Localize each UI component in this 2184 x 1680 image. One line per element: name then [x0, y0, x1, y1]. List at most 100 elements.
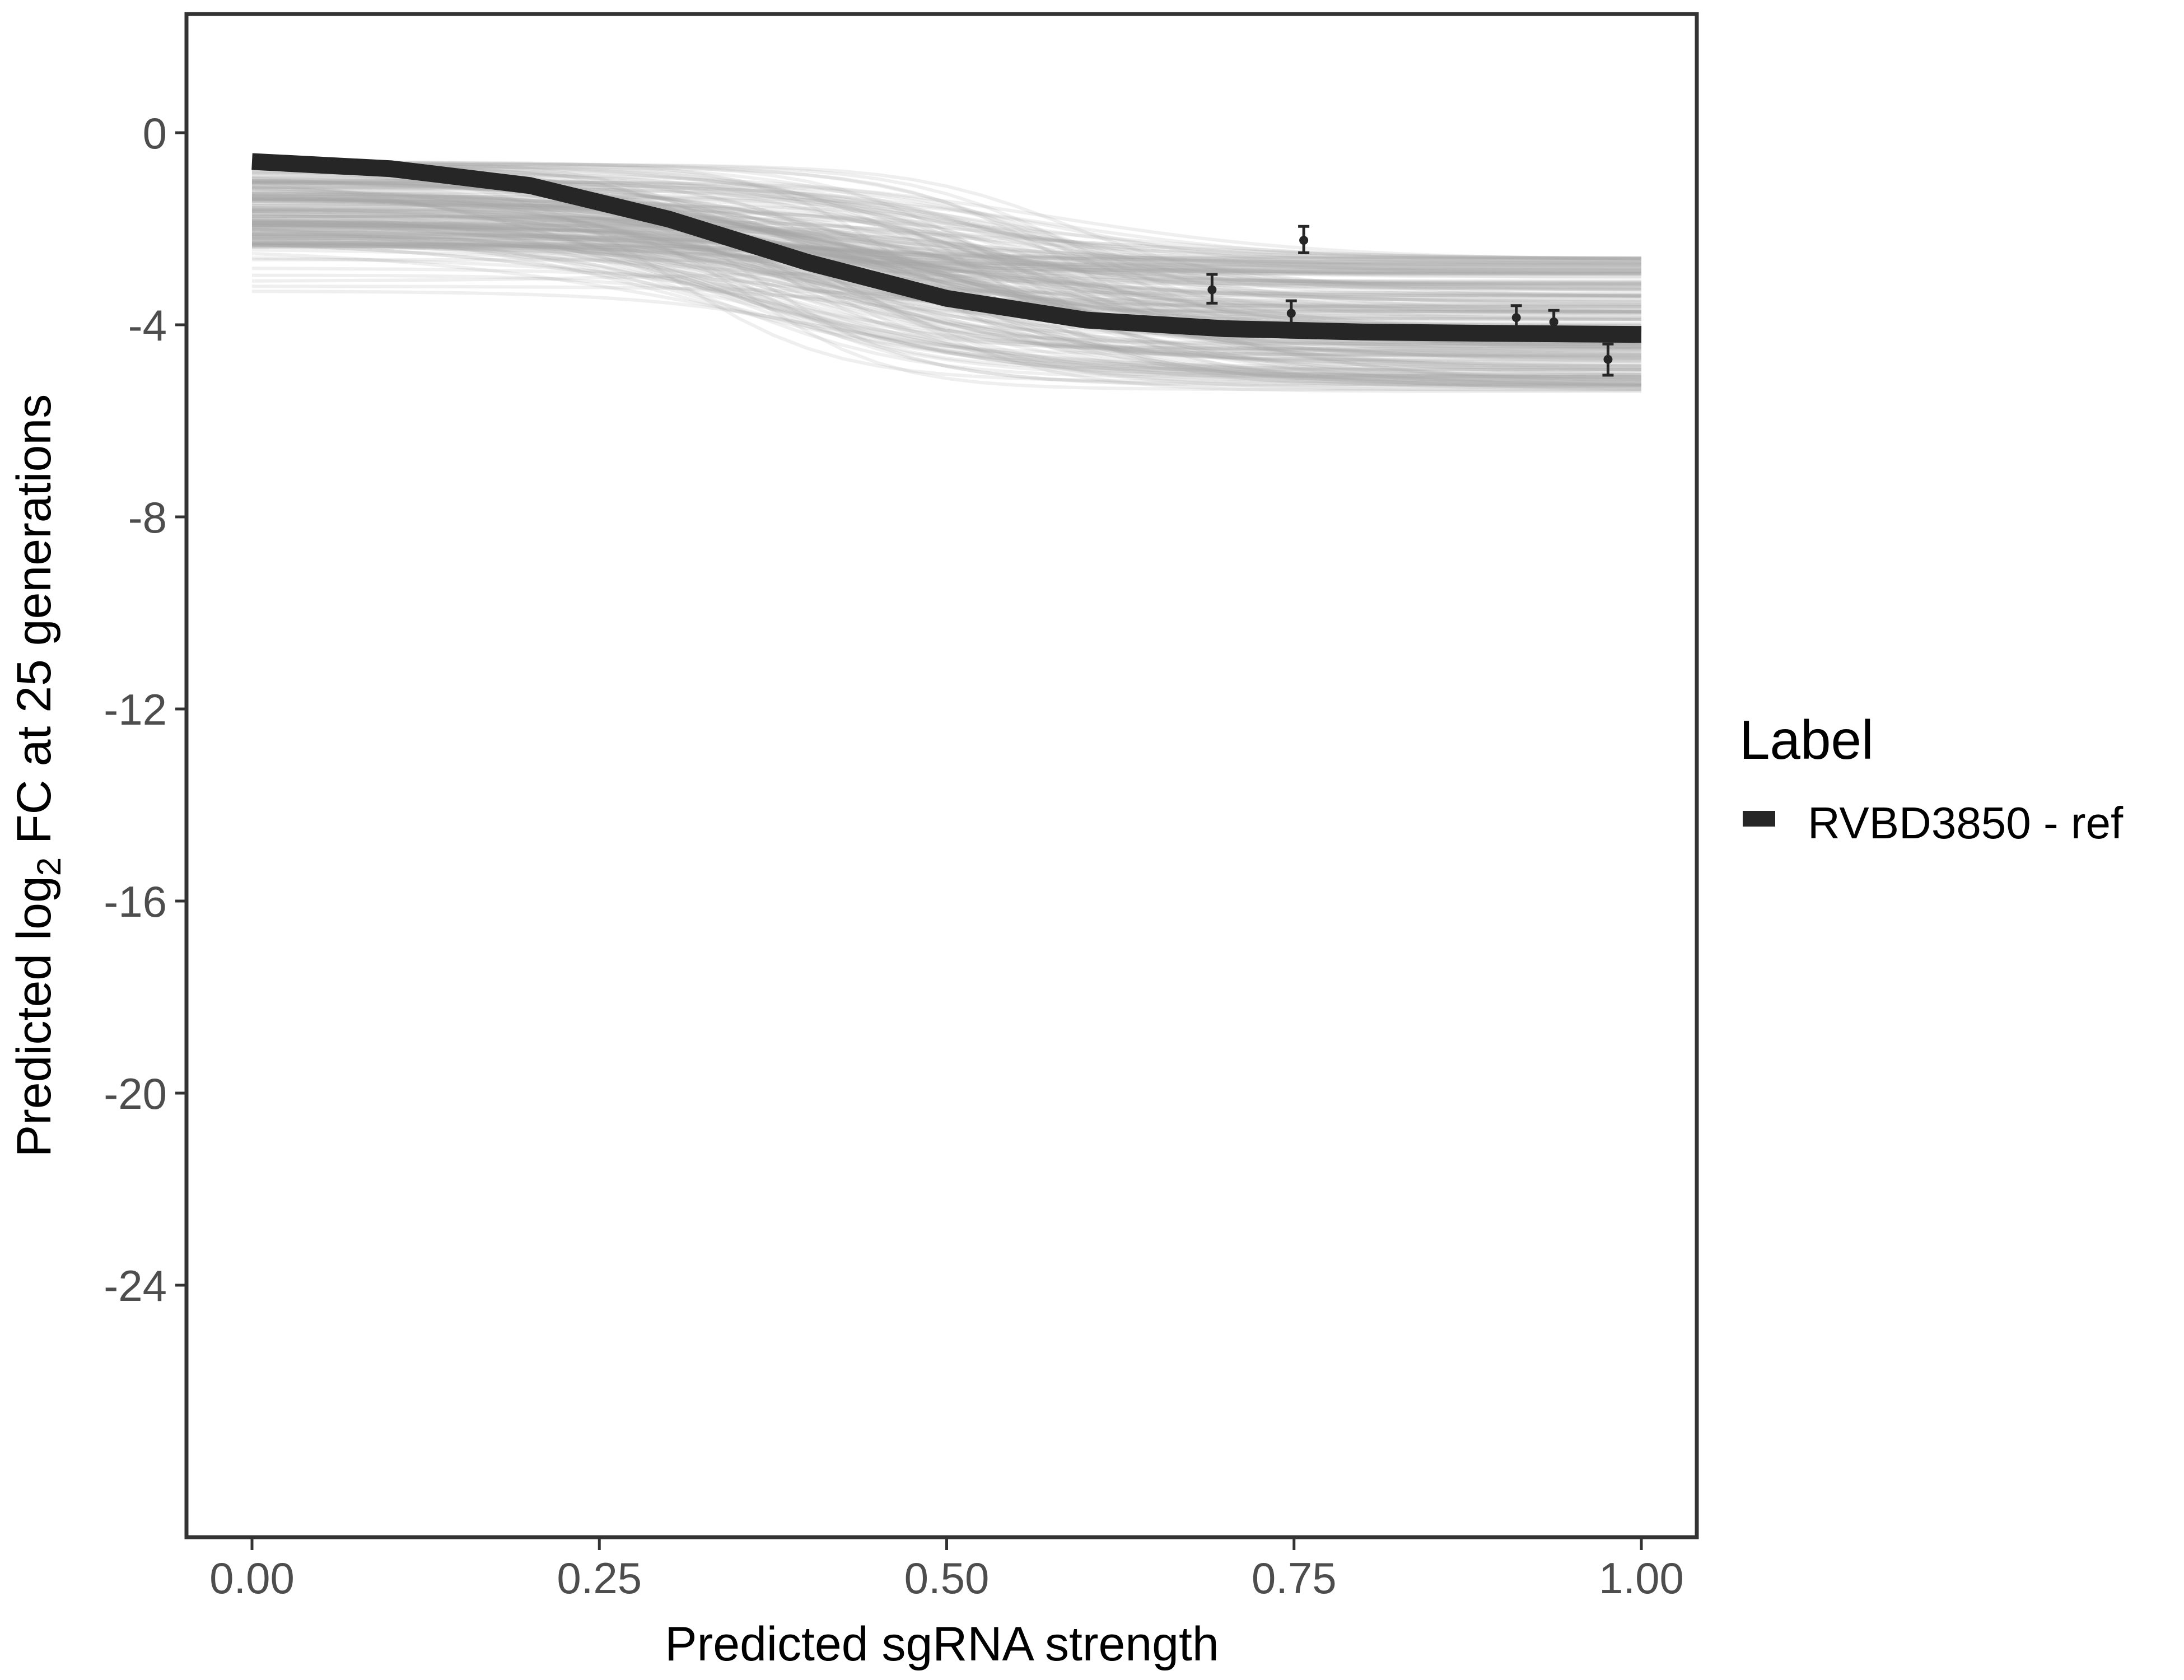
y-tick-label: 0	[143, 109, 167, 158]
y-tick-label: -12	[104, 685, 167, 734]
posterior-draw	[251, 241, 1641, 388]
posterior-draw	[251, 214, 1642, 382]
posterior-draw	[251, 199, 1642, 279]
posterior-draw	[251, 197, 1642, 268]
x-tick-label: 0.50	[904, 1553, 990, 1603]
y-axis-title: Predicted log2 FC at 25 generations	[7, 394, 68, 1157]
posterior-draw	[251, 231, 1642, 360]
posterior-draw	[251, 212, 1642, 360]
legend-title: Label	[1739, 709, 1874, 771]
posterior-draw	[251, 218, 1642, 349]
posterior-draw	[252, 258, 1641, 266]
posterior-draw	[251, 235, 1642, 276]
posterior-draw	[251, 189, 1642, 388]
posterior-draw	[251, 192, 1641, 264]
posterior-draw	[252, 214, 1641, 262]
x-tick-label: 0.75	[1252, 1553, 1337, 1603]
posterior-draw	[251, 242, 1642, 325]
data-point	[1206, 273, 1218, 305]
posterior-draw	[251, 206, 1642, 360]
posterior-draw	[251, 214, 1642, 260]
posterior-draw	[252, 195, 1642, 270]
posterior-draw-lines	[251, 160, 1642, 393]
posterior-draw	[251, 202, 1642, 261]
posterior-draw	[251, 238, 1642, 304]
data-point	[1602, 342, 1614, 377]
posterior-draw	[252, 226, 1641, 261]
posterior-draw	[251, 160, 1642, 290]
posterior-draw	[251, 161, 1642, 387]
posterior-draw	[251, 221, 1642, 371]
posterior-draw	[251, 193, 1642, 346]
y-tick-label: -8	[128, 493, 167, 542]
posterior-draw	[251, 198, 1642, 388]
posterior-draw	[251, 234, 1641, 356]
posterior-draw	[251, 217, 1642, 292]
posterior-draw	[251, 209, 1642, 314]
posterior-draw	[251, 248, 1641, 286]
posterior-draw	[251, 220, 1642, 378]
posterior-draw	[251, 235, 1642, 368]
posterior-draw	[251, 267, 1641, 283]
posterior-draw	[251, 212, 1642, 386]
posterior-draw	[251, 222, 1642, 300]
posterior-draw	[251, 232, 1642, 363]
posterior-draw	[251, 223, 1641, 352]
posterior-draw	[252, 203, 1642, 308]
posterior-draw	[252, 187, 1642, 381]
posterior-draw	[251, 219, 1641, 284]
posterior-draw	[251, 162, 1642, 314]
point-marker	[1299, 236, 1309, 245]
posterior-draw	[252, 244, 1641, 314]
posterior-draw	[251, 218, 1642, 357]
posterior-draw	[251, 222, 1641, 261]
posterior-draw	[251, 211, 1642, 380]
posterior-draw	[251, 180, 1642, 384]
posterior-draw	[251, 238, 1642, 377]
posterior-draw	[252, 232, 1641, 393]
posterior-draw	[251, 251, 1642, 374]
posterior-draw	[251, 231, 1642, 382]
posterior-draw	[251, 176, 1642, 291]
posterior-draw	[252, 236, 1642, 351]
posterior-draw	[251, 182, 1641, 306]
posterior-draw	[251, 209, 1642, 348]
posterior-draw	[251, 231, 1642, 372]
posterior-draw	[251, 242, 1642, 389]
posterior-draw	[251, 223, 1642, 291]
posterior-draw	[251, 241, 1641, 346]
point-marker	[1511, 313, 1521, 323]
point-marker	[1207, 285, 1217, 295]
x-axis: 0.00 0.25 0.50 0.75 1.00	[209, 1539, 1684, 1603]
posterior-draw	[251, 216, 1642, 368]
posterior-draw	[251, 180, 1642, 291]
posterior-draw	[251, 179, 1642, 349]
posterior-draw	[251, 204, 1642, 276]
fit-line	[251, 153, 1642, 343]
posterior-draw	[251, 198, 1642, 363]
y-tick-label: -20	[104, 1069, 167, 1118]
posterior-draw	[251, 256, 1642, 371]
posterior-draw	[252, 214, 1641, 321]
posterior-draw	[251, 237, 1642, 392]
posterior-draw	[251, 227, 1642, 353]
posterior-draw	[251, 245, 1641, 346]
posterior-draw	[251, 242, 1641, 267]
posterior-draw	[251, 223, 1641, 379]
posterior-draw	[251, 290, 1641, 376]
posterior-draw	[252, 165, 1642, 368]
posterior-draw	[251, 218, 1641, 260]
posterior-draw	[251, 227, 1641, 371]
posterior-draw	[251, 240, 1642, 276]
posterior-draw	[251, 207, 1642, 260]
posterior-draw	[251, 198, 1642, 360]
data-point	[1548, 309, 1560, 336]
posterior-draw	[252, 197, 1641, 284]
posterior-draw	[251, 161, 1641, 386]
posterior-draw	[252, 162, 1642, 328]
posterior-draw	[251, 206, 1642, 385]
posterior-draw	[251, 193, 1641, 276]
posterior-draw	[251, 162, 1641, 351]
posterior-draw	[251, 202, 1642, 267]
